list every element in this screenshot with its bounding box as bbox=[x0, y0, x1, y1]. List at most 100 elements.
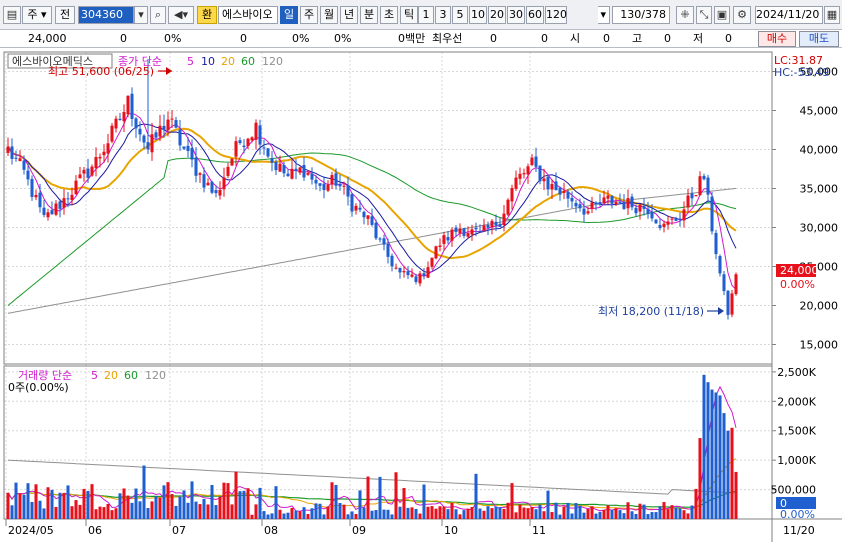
volume-percent-label: 0.00% bbox=[780, 508, 815, 521]
volume-bar bbox=[438, 506, 442, 519]
candle-body bbox=[326, 184, 330, 191]
volume-bar bbox=[30, 502, 34, 519]
candle-body bbox=[86, 168, 90, 178]
prev-button[interactable]: 전 bbox=[55, 6, 75, 24]
candle-body bbox=[90, 166, 94, 176]
candle-body bbox=[710, 196, 714, 232]
volume-bar bbox=[546, 490, 550, 519]
volume-bar bbox=[718, 395, 722, 519]
stock-code-input[interactable]: 304360 bbox=[78, 6, 134, 24]
candle-body bbox=[198, 173, 202, 175]
volume-bar bbox=[142, 465, 146, 519]
ma60-line bbox=[7, 152, 737, 306]
volume-bar bbox=[42, 508, 46, 519]
volume-bar bbox=[194, 501, 198, 519]
sell-button[interactable]: 매도 bbox=[799, 31, 839, 47]
gear-icon[interactable]: ⚙ bbox=[733, 6, 751, 24]
candle-body bbox=[486, 225, 490, 228]
high-value: 0 bbox=[664, 32, 671, 45]
interval-button[interactable]: 30 bbox=[507, 6, 525, 24]
timeframe-button[interactable]: 초 bbox=[380, 6, 398, 24]
candle-body bbox=[558, 187, 562, 195]
volume-bar bbox=[406, 507, 410, 519]
timeframe-button[interactable]: 년 bbox=[340, 6, 358, 24]
ma10-line bbox=[7, 123, 737, 274]
volume-bar bbox=[522, 507, 526, 519]
candle-body bbox=[458, 228, 462, 234]
candle-body bbox=[74, 180, 78, 195]
candle-body bbox=[126, 95, 130, 115]
buy-button[interactable]: 매수 bbox=[758, 31, 796, 47]
volume-bar bbox=[294, 510, 298, 519]
price-tick-label: 20,000 bbox=[800, 300, 839, 313]
timeframe-button[interactable]: 틱 bbox=[400, 6, 418, 24]
candle-body bbox=[30, 178, 34, 197]
date-field[interactable]: 2024/11/20 bbox=[755, 6, 823, 24]
volume-bar bbox=[86, 490, 90, 519]
interval-button[interactable]: 120 bbox=[545, 6, 567, 24]
volume-bar bbox=[634, 513, 638, 519]
volume-bar bbox=[290, 508, 294, 519]
candle-body bbox=[82, 169, 86, 174]
volume-bar bbox=[426, 506, 430, 519]
interval-button[interactable]: 20 bbox=[488, 6, 506, 24]
volume-bar bbox=[338, 503, 342, 519]
candle-body bbox=[666, 221, 670, 225]
interval-button[interactable]: 3 bbox=[435, 6, 451, 24]
candle-body bbox=[334, 173, 338, 186]
candle-body bbox=[110, 125, 114, 142]
candle-body bbox=[538, 165, 542, 182]
interval-button[interactable]: 60 bbox=[526, 6, 544, 24]
volume-bar bbox=[190, 481, 194, 519]
volume-bar bbox=[574, 503, 578, 519]
search-icon[interactable]: ⌕ bbox=[150, 6, 166, 24]
volume-bar bbox=[418, 513, 422, 519]
stock-name-field[interactable]: 에스바이오 bbox=[218, 6, 278, 24]
candle-body bbox=[682, 209, 686, 221]
candle-body bbox=[270, 158, 274, 163]
price-tick-label: 50,000 bbox=[800, 66, 839, 79]
candle-body bbox=[494, 221, 498, 226]
counter-dropdown-icon[interactable]: ▾ bbox=[598, 6, 610, 24]
period-select[interactable]: 주 ▾ bbox=[22, 6, 52, 24]
candle-body bbox=[482, 225, 486, 231]
volume-bar bbox=[726, 430, 730, 519]
candle-body bbox=[330, 175, 334, 185]
timeframe-button[interactable]: 분 bbox=[360, 6, 378, 24]
sound-icon[interactable]: ◀▾ bbox=[168, 6, 194, 24]
candle-body bbox=[318, 183, 322, 186]
candle-body bbox=[26, 170, 30, 180]
candle-body bbox=[194, 157, 198, 176]
counter-field[interactable]: 130/378 bbox=[612, 6, 670, 24]
candle-body bbox=[274, 161, 278, 171]
chevron-down-icon[interactable]: ▾ bbox=[134, 6, 148, 24]
timeframe-button[interactable]: 주 bbox=[300, 6, 318, 24]
zoom-icon[interactable]: ⤡ bbox=[696, 6, 712, 24]
candle-body bbox=[466, 233, 470, 237]
stock-chart[interactable]: 15,00020,00025,00030,00035,00040,00045,0… bbox=[0, 48, 842, 542]
interval-button[interactable]: 5 bbox=[452, 6, 468, 24]
volume-bar bbox=[662, 502, 666, 519]
interval-button[interactable]: 10 bbox=[469, 6, 487, 24]
volume-bar bbox=[730, 427, 734, 519]
candle-body bbox=[378, 238, 382, 240]
candle-body bbox=[382, 238, 386, 245]
candle-body bbox=[178, 129, 182, 146]
timeframe-button[interactable]: 월 bbox=[320, 6, 338, 24]
volume-bar bbox=[302, 507, 306, 519]
candle-body bbox=[574, 202, 578, 207]
volume-bar bbox=[230, 504, 234, 519]
grid-icon[interactable]: ⁜ bbox=[676, 6, 694, 24]
chart-type-icon[interactable]: ▤ bbox=[3, 6, 21, 24]
candle-body bbox=[462, 228, 466, 236]
calendar-icon[interactable]: ▦ bbox=[824, 6, 840, 24]
timeframe-button[interactable]: 일 bbox=[280, 6, 298, 24]
volume-bar bbox=[722, 413, 726, 519]
interval-button[interactable]: 1 bbox=[418, 6, 434, 24]
volume-bar bbox=[422, 484, 426, 519]
save-icon[interactable]: ▣ bbox=[714, 6, 730, 24]
hwan-button[interactable]: 환 bbox=[197, 6, 217, 24]
date-tick-label: 08 bbox=[264, 524, 278, 537]
price-ma-20: 20 bbox=[221, 55, 235, 68]
volume-bar bbox=[258, 487, 262, 519]
